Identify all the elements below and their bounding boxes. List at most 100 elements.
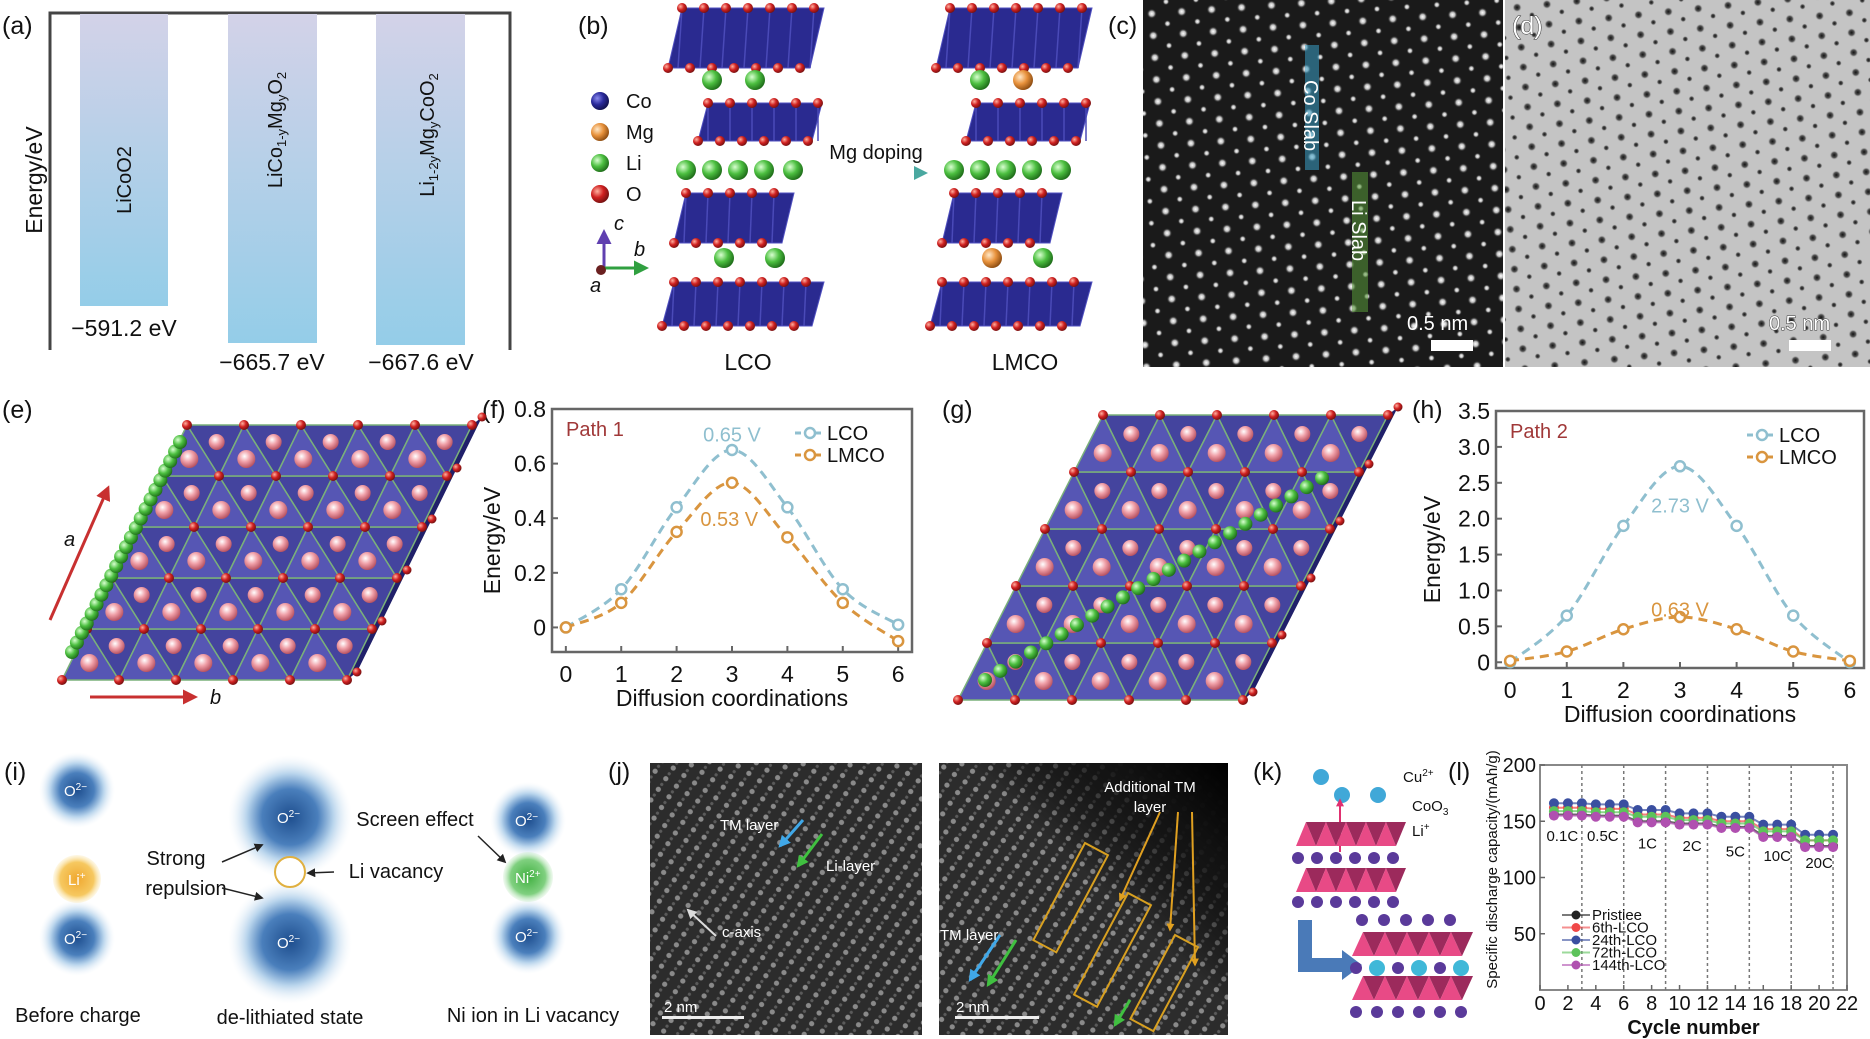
data-point-144th-lco xyxy=(1646,817,1657,828)
pink-atom xyxy=(1064,501,1083,519)
y-tick-label: 200 xyxy=(1503,755,1536,777)
oxygen-atom xyxy=(789,321,799,331)
x-axis-label: Diffusion coordinations xyxy=(1564,701,1796,727)
li-diffusion-atom xyxy=(1315,471,1329,485)
scale-bar-d xyxy=(1789,340,1831,351)
pink-atom xyxy=(244,552,263,570)
li-diffusion-atom xyxy=(1177,553,1192,568)
li-atom xyxy=(970,70,990,90)
mg-doping-arrowhead xyxy=(914,166,928,180)
legend-co-icon xyxy=(591,92,609,110)
oxygen-atom xyxy=(725,98,735,108)
pink-atom xyxy=(1122,540,1139,556)
data-point-lco xyxy=(781,501,794,514)
pink-atom xyxy=(326,501,345,519)
x-axis-label: Cycle number xyxy=(1627,1017,1759,1039)
oxygen-atom xyxy=(747,98,757,108)
ion xyxy=(1369,960,1385,976)
data-point-lco xyxy=(1730,519,1743,533)
li-ion xyxy=(1392,1006,1404,1018)
pink-atom xyxy=(240,485,257,501)
oxygen-atom xyxy=(787,3,797,13)
y-tick-label: 0.5 xyxy=(1458,613,1490,639)
pink-atom xyxy=(354,485,371,501)
oxygen-atom xyxy=(1041,63,1051,73)
coo3-triangle xyxy=(1385,932,1407,956)
screen-effect-arrow xyxy=(477,835,507,864)
panel-label-i: (i) xyxy=(4,758,26,786)
pink-atom xyxy=(272,536,289,552)
oxygen-atom xyxy=(991,321,1001,331)
rate-label: 20C xyxy=(1805,855,1833,872)
axis-b-label-e: b xyxy=(210,687,221,709)
y-tick-label: 2.5 xyxy=(1458,470,1490,496)
pink-atom xyxy=(294,450,313,468)
y-tick-label: 0.2 xyxy=(514,560,546,586)
pink-atom xyxy=(237,450,256,468)
coo2-slab xyxy=(941,192,1063,244)
pink-atom xyxy=(1294,426,1311,442)
scale-label-c: 0.5 nm xyxy=(1407,313,1468,335)
ion xyxy=(1434,962,1446,974)
formula-licomgo2: LiCo1-yMgyO2 xyxy=(265,72,289,188)
data-point-24th-lco xyxy=(1604,799,1615,810)
pink-atom xyxy=(215,536,232,552)
li-ion xyxy=(1387,852,1399,864)
oxygen-atom xyxy=(1335,516,1345,526)
slab-edge xyxy=(715,281,719,327)
pink-atom xyxy=(247,587,264,603)
data-point-144th-lco xyxy=(1702,819,1713,830)
oxygen-atom xyxy=(377,616,387,626)
oxygen-ion-icon xyxy=(39,900,115,976)
oxygen-atom xyxy=(1015,98,1025,108)
oxygen-ion-icon xyxy=(490,898,566,974)
scale-bar-j-right xyxy=(955,1016,1039,1019)
oxygen-atom xyxy=(1393,402,1403,412)
oxygen-atom xyxy=(1297,467,1307,477)
y-tick-label: 3.0 xyxy=(1458,434,1490,460)
pink-atom xyxy=(1006,615,1025,633)
oxygen-atom xyxy=(1269,410,1279,420)
oxygen-atom xyxy=(703,188,713,198)
pink-atom xyxy=(358,552,377,570)
o-ion-label: O2− xyxy=(64,782,87,800)
repulsion-arrow-down xyxy=(221,887,264,901)
pink-atom xyxy=(187,552,206,570)
oxygen-atom xyxy=(693,136,703,146)
pink-atom xyxy=(1208,483,1225,499)
li-atom xyxy=(944,160,964,180)
data-point-lco xyxy=(670,501,683,514)
li-diffusion-atom xyxy=(1146,572,1161,586)
oxygen-atom xyxy=(1081,98,1091,108)
slab-edge xyxy=(743,7,749,69)
pink-atom xyxy=(219,603,238,621)
ni-ion-icon xyxy=(503,852,553,902)
li-slab-label: Li Slab xyxy=(1347,200,1369,261)
legend-label: 24th-LCO xyxy=(1592,932,1657,949)
pink-atom xyxy=(408,450,427,468)
pink-atom xyxy=(1035,558,1054,576)
before-charge-label: Before charge xyxy=(15,1005,141,1027)
slab-edge xyxy=(787,7,793,69)
data-point-lmco xyxy=(1843,654,1857,668)
li-slab-highlight xyxy=(1352,172,1368,312)
coo3-triangle xyxy=(1451,932,1473,956)
oxygen-atom xyxy=(335,573,345,583)
oxygen-atom xyxy=(246,522,256,532)
oxygen-atom xyxy=(139,624,149,634)
energy-licomgo2: −665.7 eV xyxy=(219,349,325,375)
pink-atom xyxy=(208,434,225,450)
oxygen-atom xyxy=(477,412,487,422)
ion xyxy=(1453,960,1469,976)
stem-image-j-left xyxy=(650,763,922,1035)
data-point-144th-lco xyxy=(1618,811,1629,822)
oxygen-atom xyxy=(1248,687,1258,697)
li-ion xyxy=(1378,914,1390,926)
data-point-lco xyxy=(1560,609,1574,622)
data-point-144th-lco xyxy=(1576,810,1587,821)
li-layer-arrow-right xyxy=(986,939,1018,988)
oxygen-atom xyxy=(1055,3,1065,13)
data-point-lmco xyxy=(614,596,628,610)
pink-atom xyxy=(1207,597,1224,613)
tm-layer-arrow-right xyxy=(968,934,1002,982)
